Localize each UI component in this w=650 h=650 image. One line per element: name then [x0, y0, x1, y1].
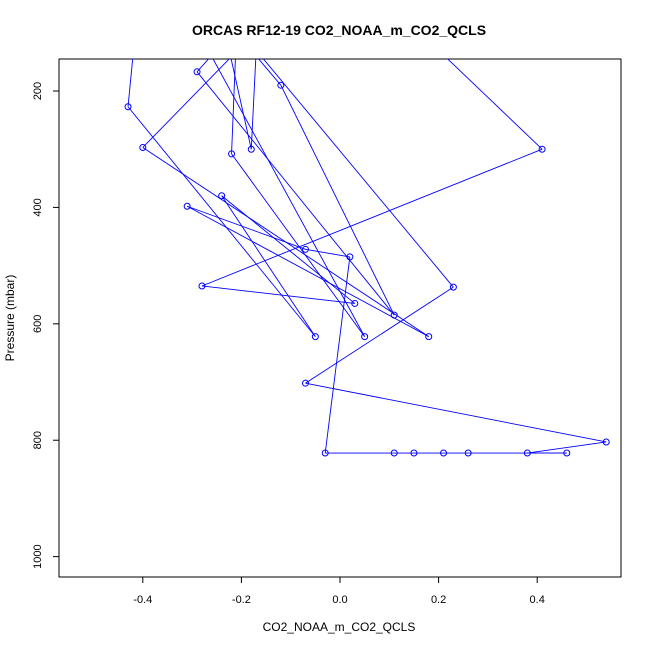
x-tick-label: -0.4 — [133, 594, 152, 606]
y-axis: 200 400 600 800 1000 — [32, 82, 59, 569]
series-segment — [305, 248, 350, 258]
series-segment — [127, 59, 134, 107]
series-segment — [230, 59, 252, 150]
data-point — [346, 253, 354, 261]
data-point — [440, 449, 448, 457]
series-lines — [127, 44, 607, 454]
series-segment — [251, 44, 586, 50]
data-point — [449, 283, 457, 291]
chart-title: ORCAS RF12-19 CO2_NOAA_m_CO2_QCLS — [192, 22, 486, 38]
y-tick-label: 600 — [32, 315, 44, 333]
series-segment — [439, 44, 587, 50]
data-point — [410, 449, 418, 457]
data-point — [321, 449, 329, 457]
series-segment — [231, 153, 366, 337]
x-axis: -0.4 -0.2 0.0 0.2 0.4 — [133, 577, 545, 606]
data-point — [538, 145, 546, 153]
data-point — [602, 438, 610, 446]
data-point — [248, 47, 254, 53]
y-tick-label: 200 — [32, 82, 44, 100]
data-point — [193, 68, 201, 76]
series-segment — [447, 59, 543, 150]
plot-frame — [58, 58, 622, 578]
series-segment — [142, 59, 230, 148]
x-tick-label: -0.2 — [232, 594, 251, 606]
series-segment — [280, 84, 395, 316]
data-point — [390, 311, 398, 319]
series-segment — [262, 59, 454, 288]
series-segment — [305, 382, 607, 443]
data-point — [218, 192, 226, 200]
data-point — [425, 333, 433, 341]
series-segment — [212, 59, 366, 337]
series-segment — [196, 71, 395, 316]
data-point — [583, 41, 589, 47]
data-point — [390, 449, 398, 457]
data-point — [131, 59, 135, 60]
y-tick-label: 1000 — [32, 544, 44, 568]
data-point — [361, 333, 369, 341]
data-point — [228, 150, 236, 158]
series-segment — [258, 59, 282, 86]
data-point — [351, 299, 359, 307]
data-point — [277, 81, 285, 89]
series-segment — [221, 195, 316, 337]
series-segment — [527, 441, 607, 454]
data-point — [183, 202, 191, 210]
y-tick-label: 800 — [32, 431, 44, 449]
data-point — [253, 47, 259, 53]
series-segment — [201, 148, 543, 287]
series-segment — [127, 106, 316, 337]
x-tick-label: 0.2 — [431, 594, 446, 606]
data-point — [311, 333, 319, 341]
series-segment — [196, 59, 210, 73]
x-tick-label: 0.4 — [530, 594, 545, 606]
y-axis-label: Pressure (mbar) — [3, 275, 17, 362]
series-segment — [305, 286, 454, 384]
data-point — [523, 449, 531, 457]
series-segment — [250, 59, 257, 150]
series-markers — [124, 41, 610, 457]
series-segment — [142, 147, 429, 338]
data-point — [563, 449, 571, 457]
x-tick-label: 0.0 — [332, 594, 347, 606]
x-axis-label: CO2_NOAA_m_CO2_QCLS — [263, 620, 416, 634]
data-point — [464, 449, 472, 457]
series-segment — [324, 256, 351, 454]
data-point — [301, 379, 309, 387]
series-segment — [221, 195, 356, 304]
data-point — [124, 103, 132, 111]
series-segment — [201, 285, 355, 304]
series-segment — [231, 59, 236, 154]
data-point — [198, 282, 206, 290]
data-point — [436, 47, 442, 53]
data-point — [247, 145, 255, 153]
data-point — [139, 143, 147, 151]
data-point — [301, 245, 309, 253]
series-segment — [186, 205, 429, 338]
y-tick-label: 400 — [32, 198, 44, 216]
